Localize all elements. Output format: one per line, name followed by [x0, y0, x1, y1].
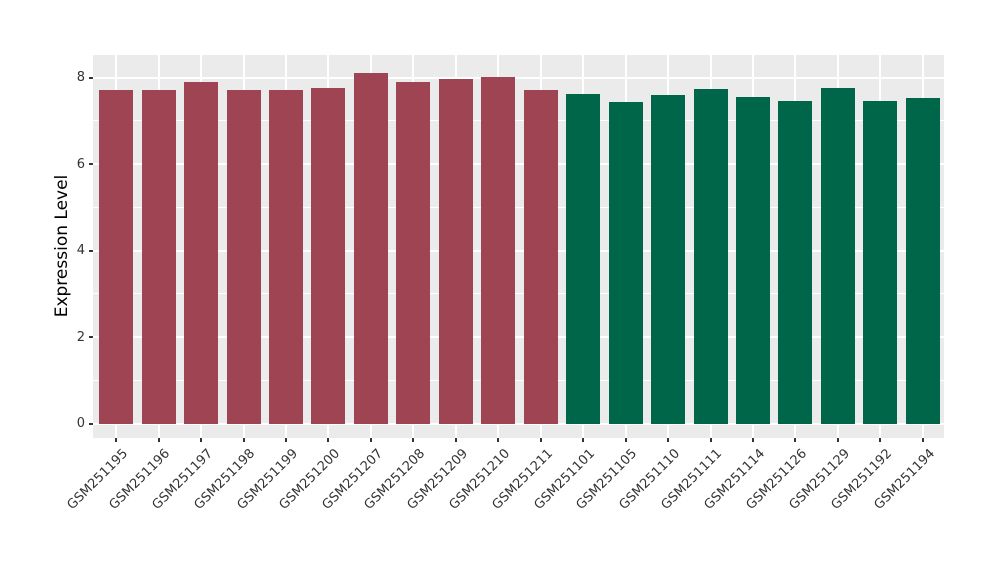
plot-area [93, 55, 944, 438]
y-tick-2 [89, 336, 93, 339]
bar-GSM251208 [396, 81, 431, 424]
x-tick-GSM251105 [624, 438, 627, 442]
x-tick-GSM251126 [794, 438, 797, 442]
bar-GSM251192 [863, 100, 898, 424]
y-tick-8 [89, 76, 93, 79]
bar-GSM251105 [608, 102, 643, 424]
gridline-minor-y3 [93, 293, 944, 295]
bar-GSM251126 [778, 100, 813, 424]
bar-GSM251110 [651, 95, 686, 424]
x-tick-GSM251129 [836, 438, 839, 442]
x-tick-GSM251198 [242, 438, 245, 442]
y-tick-0 [89, 422, 93, 425]
gridline-minor-y5 [93, 206, 944, 208]
x-tick-GSM251197 [200, 438, 203, 442]
bar-GSM251211 [523, 89, 558, 424]
x-tick-GSM251194 [921, 438, 924, 442]
bar-GSM251111 [693, 89, 728, 424]
gridline-major-y2 [93, 336, 944, 339]
x-tick-GSM251211 [539, 438, 542, 442]
bar-GSM251194 [905, 97, 940, 424]
x-tick-GSM251208 [412, 438, 415, 442]
y-tick-label-0: 0 [76, 416, 85, 432]
x-tick-GSM251196 [157, 438, 160, 442]
gridline-major-y0 [93, 422, 944, 425]
x-tick-GSM251210 [497, 438, 500, 442]
y-tick-4 [89, 249, 93, 252]
x-tick-GSM251114 [751, 438, 754, 442]
x-tick-GSM251192 [879, 438, 882, 442]
y-tick-label-2: 2 [76, 329, 85, 345]
y-tick-label-4: 4 [76, 243, 85, 259]
y-tick-6 [89, 163, 93, 166]
x-tick-GSM251111 [709, 438, 712, 442]
gridline-minor-y1 [93, 379, 944, 381]
x-tick-GSM251110 [667, 438, 670, 442]
y-tick-label-6: 6 [76, 156, 85, 172]
x-tick-GSM251207 [369, 438, 372, 442]
bar-GSM251200 [311, 88, 346, 424]
bar-GSM251209 [438, 78, 473, 424]
bar-GSM251210 [481, 77, 516, 424]
x-tick-GSM251200 [327, 438, 330, 442]
bar-GSM251207 [353, 72, 388, 424]
x-tick-GSM251195 [115, 438, 118, 442]
gridline-major-y4 [93, 249, 944, 252]
bar-GSM251195 [99, 90, 134, 424]
bar-GSM251198 [226, 89, 261, 424]
x-tick-GSM251199 [285, 438, 287, 442]
bar-GSM251101 [566, 93, 601, 424]
bar-GSM251129 [820, 87, 855, 424]
gridline-major-y8 [93, 76, 944, 79]
bar-GSM251199 [269, 90, 303, 424]
bar-GSM251196 [141, 89, 176, 424]
bar-GSM251114 [735, 96, 770, 424]
gridline-major-y6 [93, 163, 944, 166]
gridline-minor-y7 [93, 120, 944, 122]
x-tick-GSM251209 [454, 438, 457, 442]
x-tick-GSM251101 [582, 438, 585, 442]
bar-GSM251197 [184, 82, 219, 424]
y-tick-label-8: 8 [76, 70, 85, 85]
